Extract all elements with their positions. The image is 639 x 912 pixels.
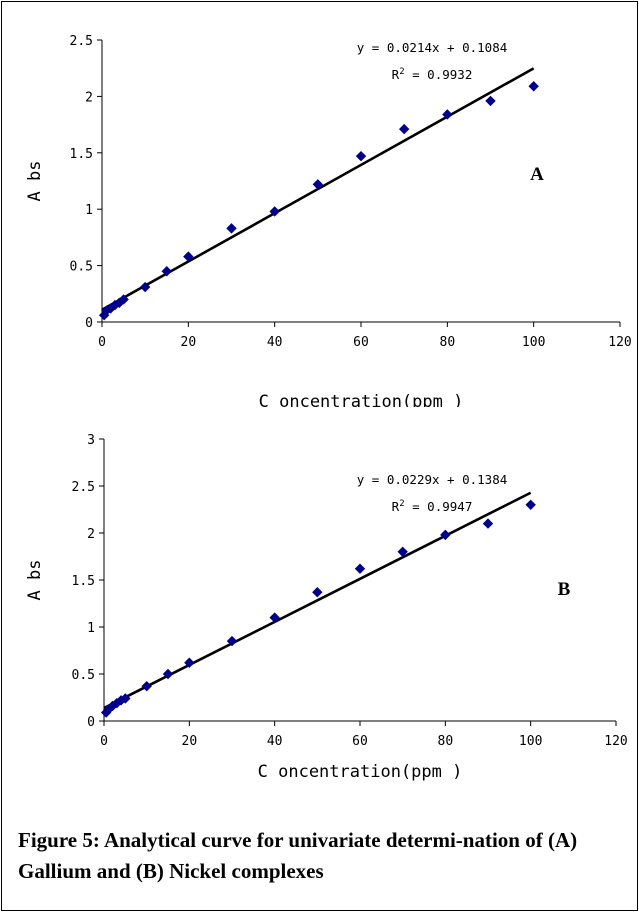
x-tick-label: 60 bbox=[353, 335, 369, 350]
data-point bbox=[525, 499, 536, 510]
x-tick-label: 40 bbox=[267, 734, 283, 749]
y-tick-label: 1 bbox=[85, 203, 93, 218]
x-tick-label: 120 bbox=[608, 335, 631, 350]
r-squared-value: = 0.9932 bbox=[405, 67, 473, 82]
y-tick-label: 0.5 bbox=[70, 260, 93, 275]
x-axis-label: C oncentration(ppm ) bbox=[259, 392, 464, 407]
x-axis-label: C oncentration(ppm ) bbox=[258, 762, 463, 782]
x-tick-label: 100 bbox=[519, 734, 542, 749]
x-tick-label: 60 bbox=[352, 734, 368, 749]
data-point bbox=[226, 223, 237, 234]
data-point bbox=[312, 587, 323, 598]
x-tick-label: 40 bbox=[267, 335, 283, 350]
r-squared-label: R2 = 0.9932 bbox=[392, 67, 473, 82]
y-axis-label: A bs bbox=[25, 560, 45, 601]
r-squared-label: R2 = 0.9947 bbox=[392, 499, 473, 514]
x-tick-label: 0 bbox=[98, 335, 106, 350]
y-tick-label: 2.5 bbox=[72, 480, 95, 495]
data-point bbox=[355, 150, 367, 162]
data-point bbox=[482, 518, 494, 529]
figure-caption: Figure 5: Analytical curve for univariat… bbox=[18, 828, 578, 883]
y-tick-label: 2.5 bbox=[70, 34, 93, 49]
y-tick-label: 0 bbox=[85, 316, 93, 331]
data-point bbox=[312, 179, 324, 190]
x-tick-label: 80 bbox=[440, 335, 456, 350]
data-point bbox=[141, 681, 152, 692]
r-squared-exponent: 2 bbox=[399, 499, 404, 509]
data-point bbox=[269, 206, 280, 217]
trendline-equation: y = 0.0229x + 0.1384 bbox=[357, 472, 508, 487]
panel-label: B bbox=[558, 579, 571, 600]
y-tick-label: 1 bbox=[87, 621, 95, 636]
x-tick-label: 80 bbox=[438, 734, 454, 749]
data-point bbox=[183, 251, 194, 262]
panel-label: A bbox=[530, 164, 544, 185]
data-point bbox=[442, 109, 453, 120]
y-tick-label: 0.5 bbox=[72, 668, 95, 683]
x-tick-label: 0 bbox=[100, 734, 108, 749]
data-point bbox=[528, 81, 539, 92]
y-tick-label: 0 bbox=[87, 715, 95, 730]
x-tick-label: 120 bbox=[604, 734, 627, 749]
data-point bbox=[111, 697, 122, 709]
x-tick-label: 100 bbox=[522, 335, 545, 350]
data-point bbox=[485, 95, 496, 107]
x-tick-label: 20 bbox=[182, 734, 198, 749]
data-point bbox=[440, 529, 451, 541]
data-point bbox=[161, 266, 172, 277]
data-point bbox=[118, 294, 129, 305]
data-point bbox=[101, 305, 112, 316]
y-tick-label: 2 bbox=[85, 90, 93, 105]
chart-a: 0 0.5 1 1.5 2 2.5 0 20 40 60 80 100 120 C oncentratio… bbox=[25, 34, 632, 407]
r-squared-value: = 0.9947 bbox=[405, 499, 473, 514]
x-tick-label: 20 bbox=[181, 335, 197, 350]
y-tick-label: 1.5 bbox=[70, 147, 93, 162]
data-point bbox=[398, 123, 410, 135]
r-squared-symbol: R bbox=[392, 67, 400, 82]
y-axis-label: A bs bbox=[25, 161, 45, 202]
y-tick-label: 2 bbox=[87, 527, 95, 542]
r-squared-exponent: 2 bbox=[399, 67, 404, 77]
data-point bbox=[139, 281, 151, 293]
chart-b: 0 0.5 1 1.5 2 2.5 3 0 20 40 60 80 100 120 C oncentrati… bbox=[25, 433, 628, 782]
r-squared-symbol: R bbox=[392, 499, 400, 514]
y-tick-label: 3 bbox=[87, 433, 95, 448]
trendline bbox=[103, 491, 532, 710]
data-point bbox=[162, 668, 174, 680]
data-point bbox=[354, 563, 366, 574]
y-tick-label: 1.5 bbox=[72, 574, 95, 589]
trendline-equation: y = 0.0214x + 0.1084 bbox=[357, 40, 508, 55]
